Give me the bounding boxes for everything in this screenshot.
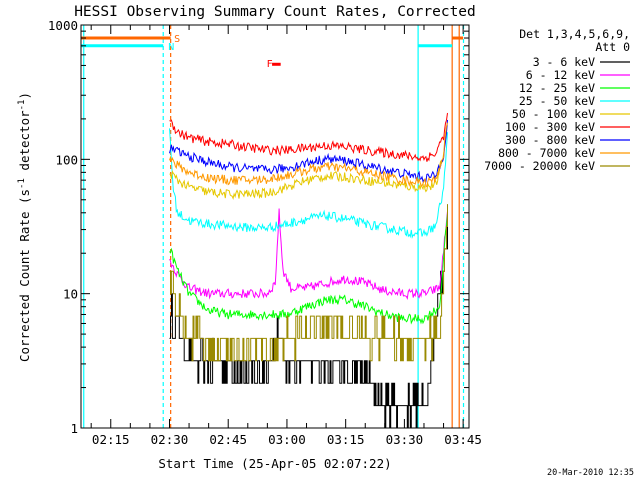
legend-label-4: 50 - 100 keV (512, 107, 595, 121)
legend-label-8: 7000 - 20000 keV (484, 159, 595, 173)
chart-title: HESSI Observing Summary Count Rates, Cor… (74, 4, 476, 20)
series-line-5 (169, 112, 448, 162)
timestamp: 20-Mar-2010 12:35 (547, 468, 634, 478)
marker-f: F (267, 59, 273, 70)
x-axis-label: Start Time (25-Apr-05 02:07:22) (158, 456, 391, 471)
plot-frame (80, 24, 470, 429)
series-line-7 (169, 122, 448, 188)
legend-label-3: 25 - 50 keV (519, 94, 595, 108)
marker-n: N (168, 42, 174, 53)
series-line-2 (169, 213, 448, 325)
legend-header-line2: Att 0 (595, 40, 630, 54)
series-line-8 (169, 204, 448, 362)
series-line-3 (169, 128, 448, 239)
x-tick-label-1: 02:30 (151, 432, 189, 447)
legend-label-0: 3 - 6 keV (533, 55, 595, 69)
x-tick-label-6: 03:45 (444, 432, 482, 447)
x-tick-label-3: 03:00 (268, 432, 306, 447)
x-tick-label-5: 03:30 (386, 432, 424, 447)
y-axis-label-sup1: -1 (17, 178, 27, 189)
y-tick-label-1: 10 (63, 287, 78, 302)
y-tick-label-3: 1000 (48, 18, 78, 33)
y-tick-label-2: 100 (55, 152, 78, 167)
y-axis-label-end: ) (17, 92, 32, 100)
y-tick-label-0: 1 (70, 421, 78, 436)
plot-area: SN F 1 10 100 1000 02:15 02:30 02:45 03:00 03:15 03… (48, 18, 482, 447)
legend-label-7: 800 - 7000 keV (498, 146, 595, 160)
legend-label-2: 12 - 25 keV (519, 81, 595, 95)
x-tick-label-0: 02:15 (92, 432, 130, 447)
y-axis-label-mid: detector (17, 110, 32, 178)
y-axis-label-sup2: -1 (17, 100, 27, 111)
series-line-6 (169, 119, 448, 183)
legend-header-line1: Det 1,3,4,5,6,9, (519, 27, 630, 41)
series-line-4 (169, 125, 448, 200)
x-tick-label-2: 02:45 (209, 432, 247, 447)
x-tick-label-4: 03:15 (327, 432, 365, 447)
legend-label-6: 300 - 800 keV (505, 133, 595, 147)
series-line-1 (169, 208, 448, 300)
legend-label-5: 100 - 300 keV (505, 120, 595, 134)
y-axis-label-main: Corrected Count Rate (s (17, 189, 32, 362)
y-axis-label: Corrected Count Rate (s-1 detector-1) (17, 92, 32, 362)
marker-s: S (174, 34, 180, 45)
legend-label-1: 6 - 12 keV (526, 68, 595, 82)
